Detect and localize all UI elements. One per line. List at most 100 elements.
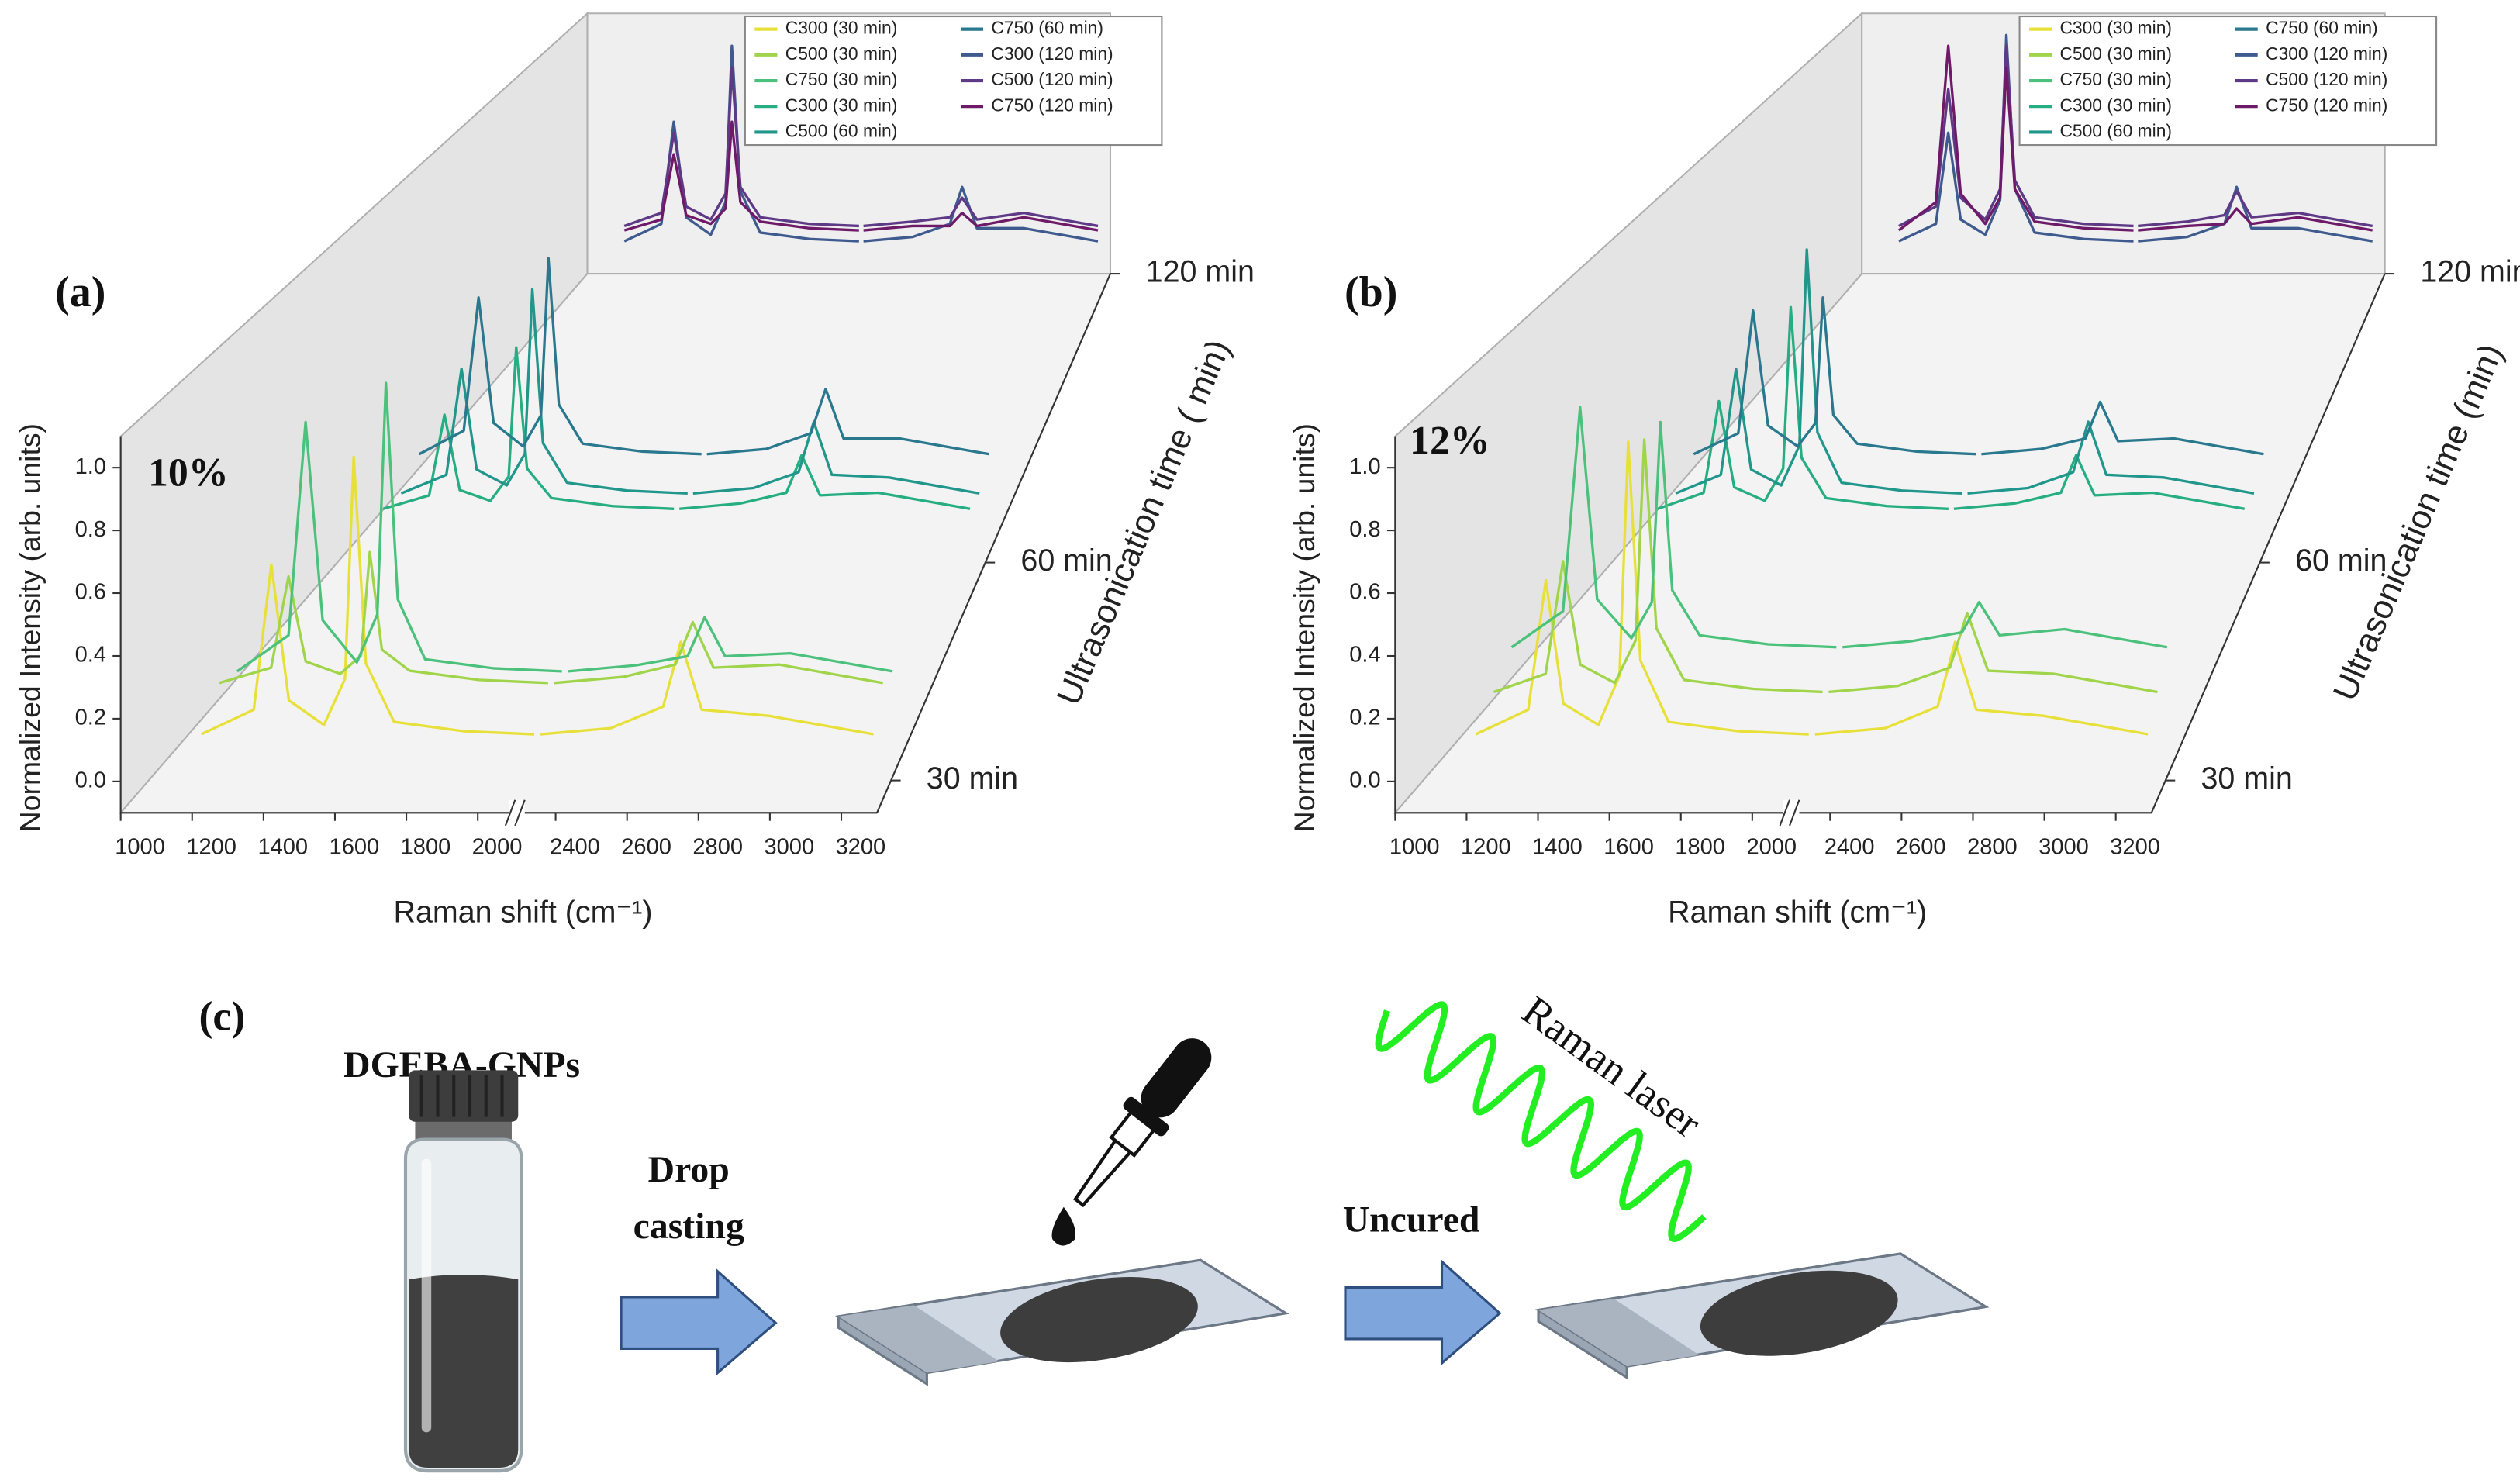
y-tick-label: 0.4: [75, 643, 106, 668]
glass-slide: [834, 1258, 1289, 1386]
y-tick-label: 0.2: [1349, 706, 1380, 730]
chart: 0.0 0.2 0.4 0.6 0.8 1.0 1000 1200 1400 1600 1800 20…: [1288, 11, 2520, 929]
panel-label: (a): [55, 268, 105, 316]
y-tick-label: 0.0: [1349, 768, 1380, 793]
drop: [1051, 1206, 1076, 1246]
dropper: [1073, 1038, 1212, 1208]
x-tick-label: 3200: [836, 835, 886, 860]
x-tick-label: 1000: [115, 835, 165, 860]
annotation: 10%: [148, 450, 229, 495]
spectrum-line: [1510, 406, 1837, 649]
z-tick-label: 120 min: [2420, 254, 2520, 288]
step-label: Uncured: [1343, 1199, 1480, 1240]
legend-label: C500 (120 min): [991, 69, 1113, 89]
legend-box: [744, 15, 1163, 147]
x-tick-label: 1600: [1603, 835, 1654, 860]
legend-label: C750 (60 min): [2266, 18, 2378, 38]
spectrum-line: [400, 288, 688, 495]
x-tick-label: 2800: [692, 835, 743, 860]
spectrum-line: [863, 185, 1099, 243]
spectrum-line: [1967, 420, 2255, 495]
spectrum-line: [2138, 207, 2373, 232]
y-axis-title: Normalized Intensity (arb. units): [1288, 423, 1320, 832]
legend-label: C500 (30 min): [785, 43, 898, 64]
spectrum-line: [554, 620, 884, 685]
legend-label: C750 (120 min): [2266, 95, 2387, 115]
laser-wave: [1375, 1001, 1707, 1243]
spectrum-line: [1657, 305, 1949, 510]
x-tick-label: 3200: [2110, 835, 2160, 860]
legend-label: C300 (30 min): [785, 95, 898, 115]
x-tick-label: 2400: [550, 835, 600, 860]
legend-label: C500 (30 min): [2059, 43, 2172, 64]
legend-label: C300 (120 min): [991, 43, 1113, 64]
axis-break: [504, 799, 516, 827]
z-tick-label: 60 min: [1020, 544, 1112, 578]
spectrum-line: [540, 640, 874, 736]
z-tick-label: 60 min: [2295, 544, 2387, 578]
x-tick-label: 1400: [257, 835, 308, 860]
spectrum-line: [1842, 600, 2168, 649]
spectrum-line: [706, 388, 990, 456]
spectrum-line: [1693, 296, 1976, 456]
step-label: Drop: [648, 1149, 730, 1190]
y-tick-label: 1.0: [1349, 454, 1380, 479]
spectrum-line: [2138, 185, 2373, 243]
spectrum-line: [1828, 611, 2158, 694]
x-tick-label: 2000: [472, 835, 523, 860]
spectrum-line: [863, 196, 1099, 228]
spectrum-line: [1897, 44, 2134, 232]
spectrum-line: [1981, 400, 2264, 456]
y-tick-label: 1.0: [75, 454, 106, 479]
legend-label: C750 (30 min): [785, 69, 898, 89]
x-tick-label: 1800: [401, 835, 451, 860]
x-axis-title: Raman shift (cm⁻¹): [393, 895, 652, 929]
z-tick-label: 30 min: [927, 761, 1018, 795]
x-tick-label: 1000: [1389, 835, 1440, 860]
spectrum-line: [1953, 454, 2245, 510]
z-axis: [2150, 273, 2386, 813]
spectrum-line: [568, 616, 893, 673]
step-label: casting: [633, 1206, 744, 1247]
legend-label: C300 (30 min): [2059, 95, 2172, 115]
arrow: [620, 1268, 778, 1375]
legend-label: C300 (120 min): [2266, 43, 2387, 64]
y-tick-label: 0.6: [1349, 580, 1380, 605]
x-tick-label: 3000: [2038, 835, 2089, 860]
spectrum-line: [1814, 640, 2149, 736]
x-tick-label: 1400: [1532, 835, 1583, 860]
legend-label: C300 (30 min): [2059, 18, 2172, 38]
spectrum-line: [2138, 190, 2373, 228]
z-axis-title: Ultrasonication time (min): [2326, 339, 2510, 706]
axis-break: [1789, 799, 1800, 827]
legend-label: C500 (60 min): [785, 120, 898, 140]
y-tick-label: 0.2: [75, 706, 106, 730]
legend-label: C300 (30 min): [785, 18, 898, 38]
chart: 0.0 0.2 0.4 0.6 0.8 1.0 1000 1200 1400 1600 1800 20…: [13, 11, 1255, 929]
x-tick-label: 3000: [764, 835, 814, 860]
spectrum-line: [236, 381, 562, 673]
spectrum-line: [382, 346, 675, 510]
spectrum-line: [418, 257, 702, 456]
x-tick-label: 2400: [1824, 835, 1875, 860]
arrow: [1344, 1258, 1502, 1366]
y-tick-label: 0.0: [75, 768, 106, 793]
x-axis-title: Raman shift (cm⁻¹): [1668, 895, 1927, 929]
y-tick-label: 0.8: [75, 517, 106, 542]
x-tick-label: 2800: [1967, 835, 2018, 860]
x-tick-label: 2000: [1746, 835, 1797, 860]
x-tick-label: 2600: [1896, 835, 1946, 860]
axis-break: [1779, 799, 1790, 827]
z-tick-label: 30 min: [2201, 761, 2292, 795]
legend-box: [2018, 15, 2438, 147]
x-tick-label: 1200: [186, 835, 236, 860]
diagram: (c) DGEBA-GNPs Drop casting Uncured: [198, 987, 1990, 1473]
legend-label: C750 (30 min): [2059, 69, 2172, 89]
legend-label: C500 (120 min): [2266, 69, 2387, 89]
z-axis-title: Ultrasonication time ( min): [1050, 334, 1238, 710]
panel-label: (c): [198, 992, 245, 1039]
x-tick-label: 1600: [330, 835, 380, 860]
spectrum-line: [679, 454, 971, 510]
spectrum-line: [1493, 438, 1823, 694]
y-tick-label: 0.4: [1349, 643, 1380, 668]
